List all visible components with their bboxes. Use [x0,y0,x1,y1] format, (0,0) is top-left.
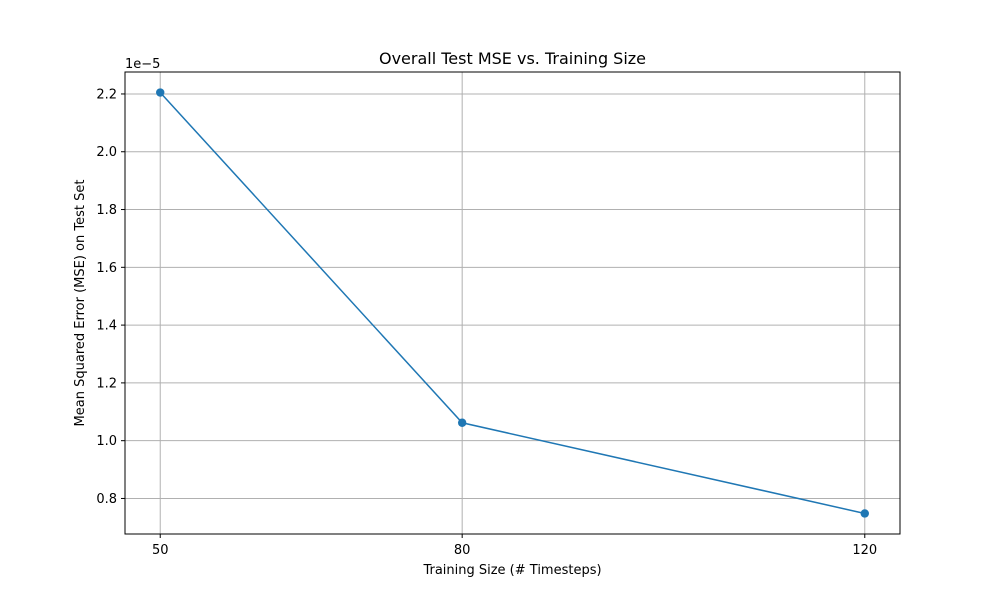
data-point [457,418,467,427]
y-tick-label: 1.4 [96,319,117,334]
y-axis-offset-label: 1e−5 [125,57,160,72]
x-tick-label: 50 [152,543,169,558]
axis-ticks: 50 80 120 0.8 1.0 1.2 1.4 1.6 1.8 2.0 2.2 [96,87,877,558]
y-axis-label: Mean Squared Error (MSE) on Test Set [73,180,88,427]
y-tick-label: 1.2 [96,376,117,391]
gridlines [125,72,900,534]
data-point [860,509,869,518]
plot-frame [124,71,901,535]
y-tick-label: 1.0 [96,434,117,449]
y-tick-label: 1.8 [96,203,117,218]
x-tick-label: 120 [852,543,877,558]
chart-title: Overall Test MSE vs. Training Size [379,49,646,68]
x-tick-label: 80 [454,543,471,558]
y-tick-label: 2.0 [96,145,117,160]
y-tick-label: 0.8 [96,492,117,507]
data-point [156,88,165,97]
y-tick-label: 1.6 [96,261,117,276]
x-axis-label: Training Size (# Timesteps) [422,563,601,578]
series-layer [156,88,869,518]
y-tick-label: 2.2 [96,87,117,102]
